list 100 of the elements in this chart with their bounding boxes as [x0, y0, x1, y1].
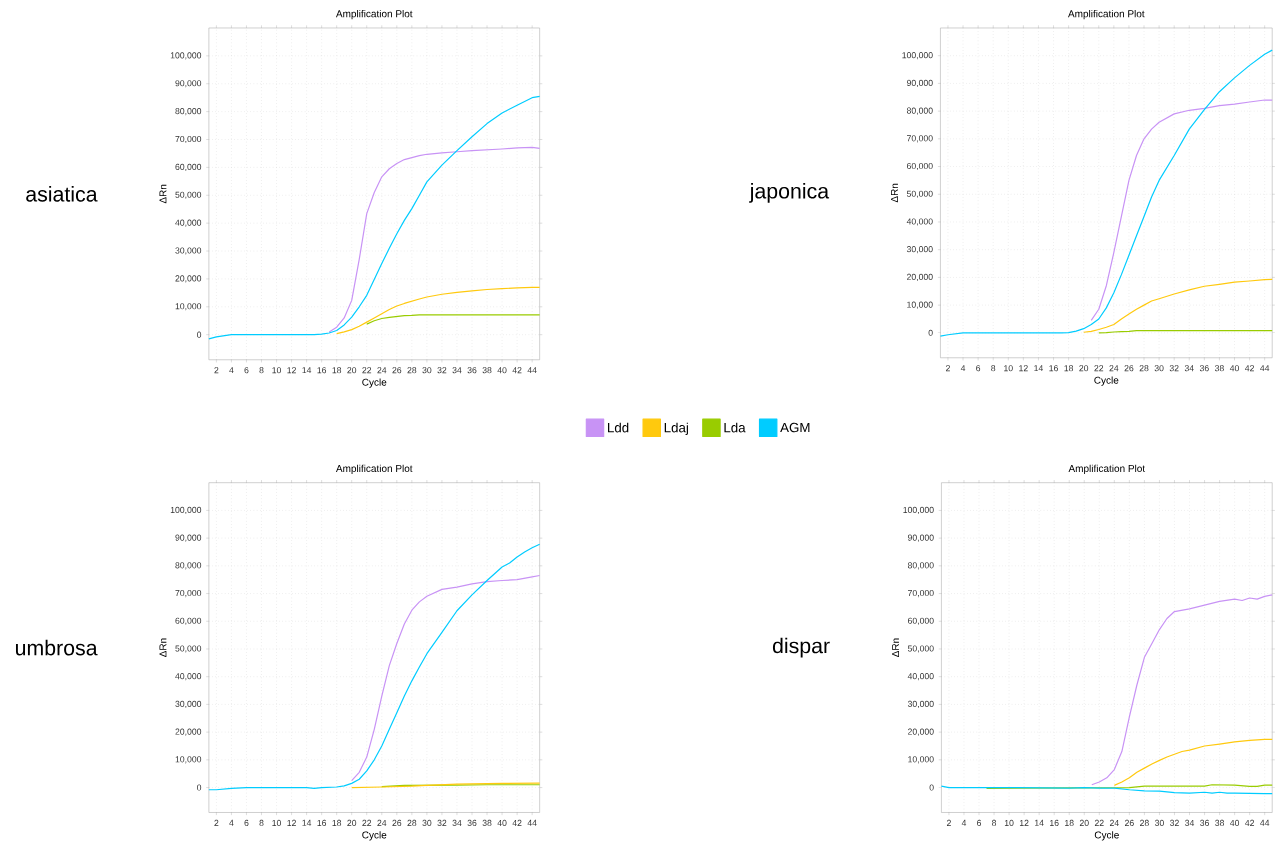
x-tick-label: 4 [960, 364, 966, 371]
x-tick-label: 14 [1035, 819, 1044, 826]
y-axis-title: ΔRn [159, 638, 167, 657]
x-tick-label: 36 [467, 819, 477, 826]
x-tick-label: 12 [1019, 364, 1028, 371]
x-tick-label: 10 [272, 366, 282, 374]
x-tick-label: 42 [512, 366, 522, 373]
x-tick-label: 4 [229, 819, 234, 826]
x-tick-label: 32 [1170, 819, 1179, 826]
x-tick-label: 4 [961, 819, 967, 826]
legend-label: Ldd [608, 422, 629, 433]
x-tick-label: 42 [1244, 364, 1254, 371]
x-tick-label: 10 [1004, 364, 1013, 372]
y-tick-label: 70,000 [175, 135, 202, 143]
x-tick-label: 16 [1050, 819, 1059, 826]
text: asiatica [26, 185, 98, 202]
x-tick-label: 34 [452, 819, 462, 826]
y-tick-label: 30,000 [907, 700, 934, 708]
y-axis-title: ΔRn [159, 184, 167, 204]
x-tick-label: 38 [482, 366, 492, 374]
x-tick-label: 44 [527, 819, 537, 826]
x-tick-label: 10 [272, 819, 282, 826]
x-tick-label: 30 [422, 366, 432, 374]
x-tick-label: 24 [377, 366, 387, 373]
x-tick-label: 20 [347, 366, 357, 374]
x-tick-label: 16 [1049, 364, 1058, 372]
x-tick-label: 4 [229, 366, 234, 373]
chart-title: Amplification Plot [1068, 9, 1145, 20]
y-tick-label: 10,000 [175, 756, 202, 764]
x-tick-label: 42 [1245, 819, 1255, 826]
y-tick-label: 0 [197, 784, 202, 791]
x-tick-label: 6 [977, 819, 982, 826]
x-tick-label: 30 [422, 819, 432, 826]
x-tick-label: 8 [991, 364, 996, 372]
x-tick-label: 30 [1154, 819, 1164, 826]
y-tick-label: 100,000 [903, 506, 934, 514]
x-tick-label: 14 [1034, 364, 1044, 371]
line-series [940, 785, 1273, 795]
y-tick-label: 0 [929, 784, 934, 791]
x-tick-label: 40 [497, 366, 507, 374]
line-series [1113, 738, 1273, 786]
y-tick-label: 30,000 [175, 700, 202, 708]
x-tick-label: 6 [976, 364, 981, 372]
x-axis-title: Cycle [1094, 830, 1119, 841]
x-tick-label: 20 [1079, 364, 1089, 372]
x-tick-label: 26 [392, 819, 402, 826]
x-tick-label: 16 [317, 819, 327, 826]
x-tick-label: 12 [1019, 819, 1029, 826]
x-axis-title: Cycle [1094, 376, 1119, 386]
x-tick-label: 36 [467, 366, 477, 374]
x-tick-label: 8 [259, 819, 264, 826]
x-tick-label: 30 [1154, 364, 1164, 372]
x-tick-label: 2 [945, 364, 950, 371]
y-tick-label: 50,000 [175, 191, 202, 199]
x-tick-label: 18 [332, 366, 342, 374]
x-tick-label: 24 [1109, 819, 1119, 826]
x-tick-label: 32 [1169, 364, 1179, 372]
x-tick-label: 40 [497, 819, 507, 826]
y-tick-label: 20,000 [175, 275, 202, 283]
y-tick-label: 80,000 [907, 562, 934, 570]
legend-label: AGM [780, 422, 810, 432]
x-tick-label: 32 [437, 819, 447, 826]
y-tick-label: 60,000 [175, 163, 202, 171]
y-tick-label: 40,000 [175, 219, 202, 227]
y-tick-label: 60,000 [907, 162, 933, 170]
x-tick-label: 40 [1229, 364, 1239, 372]
x-tick-label: 16 [317, 366, 327, 374]
y-tick-label: 0 [928, 329, 933, 336]
x-tick-label: 12 [287, 366, 296, 373]
y-tick-label: 10,000 [908, 756, 934, 764]
x-tick-label: 14 [302, 366, 312, 373]
x-tick-label: 38 [482, 819, 492, 826]
y-tick-label: 90,000 [175, 79, 202, 88]
y-tick-label: 30,000 [175, 247, 202, 255]
text: japonica [749, 182, 830, 203]
y-tick-label: 20,000 [175, 728, 202, 736]
chart-title: Amplification Plot [335, 464, 413, 474]
line-series [208, 543, 541, 791]
x-tick-label: 28 [407, 819, 417, 826]
x-tick-label: 42 [512, 819, 522, 826]
y-tick-label: 40,000 [907, 672, 934, 681]
legend-label: Ldaj [664, 422, 688, 435]
x-tick-label: 18 [1065, 819, 1074, 826]
x-tick-label: 22 [362, 819, 372, 826]
text: dispar [772, 637, 830, 658]
x-tick-label: 6 [244, 366, 249, 374]
x-tick-label: 2 [214, 366, 219, 373]
x-tick-label: 8 [259, 366, 264, 374]
x-tick-label: 8 [992, 819, 997, 826]
chart-title: Amplification Plot [1068, 464, 1146, 474]
x-tick-label: 18 [332, 819, 342, 826]
x-axis-title: Cycle [362, 830, 387, 841]
y-tick-label: 40,000 [906, 218, 933, 226]
y-tick-label: 10,000 [175, 302, 202, 311]
x-tick-label: 34 [452, 366, 462, 374]
x-tick-label: 22 [362, 366, 372, 373]
line-series [351, 574, 541, 781]
y-tick-label: 30,000 [906, 245, 933, 254]
y-axis-title: ΔRn [891, 183, 898, 203]
y-tick-label: 40,000 [175, 672, 202, 681]
